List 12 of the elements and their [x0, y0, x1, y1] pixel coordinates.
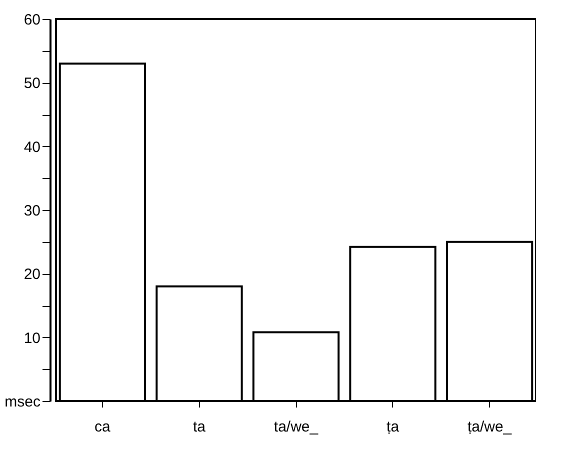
y-tick-label: 20 [24, 266, 40, 284]
x-tick-label: ta [192, 418, 206, 436]
y-tick-label: 60 [24, 12, 40, 28]
x-tick-label: ta/we_ [274, 418, 319, 436]
y-tick-label: 30 [24, 202, 40, 220]
x-tick-label: ca [94, 418, 112, 436]
y-tick-label: 10 [24, 330, 40, 347]
y-tick-label: 50 [24, 75, 40, 92]
y-tick-label: msec [4, 394, 41, 410]
x-tick-label: ṭa [386, 418, 400, 436]
y-tick-label: 40 [24, 138, 40, 156]
x-tick-label: ṭa/we_ [467, 418, 512, 436]
